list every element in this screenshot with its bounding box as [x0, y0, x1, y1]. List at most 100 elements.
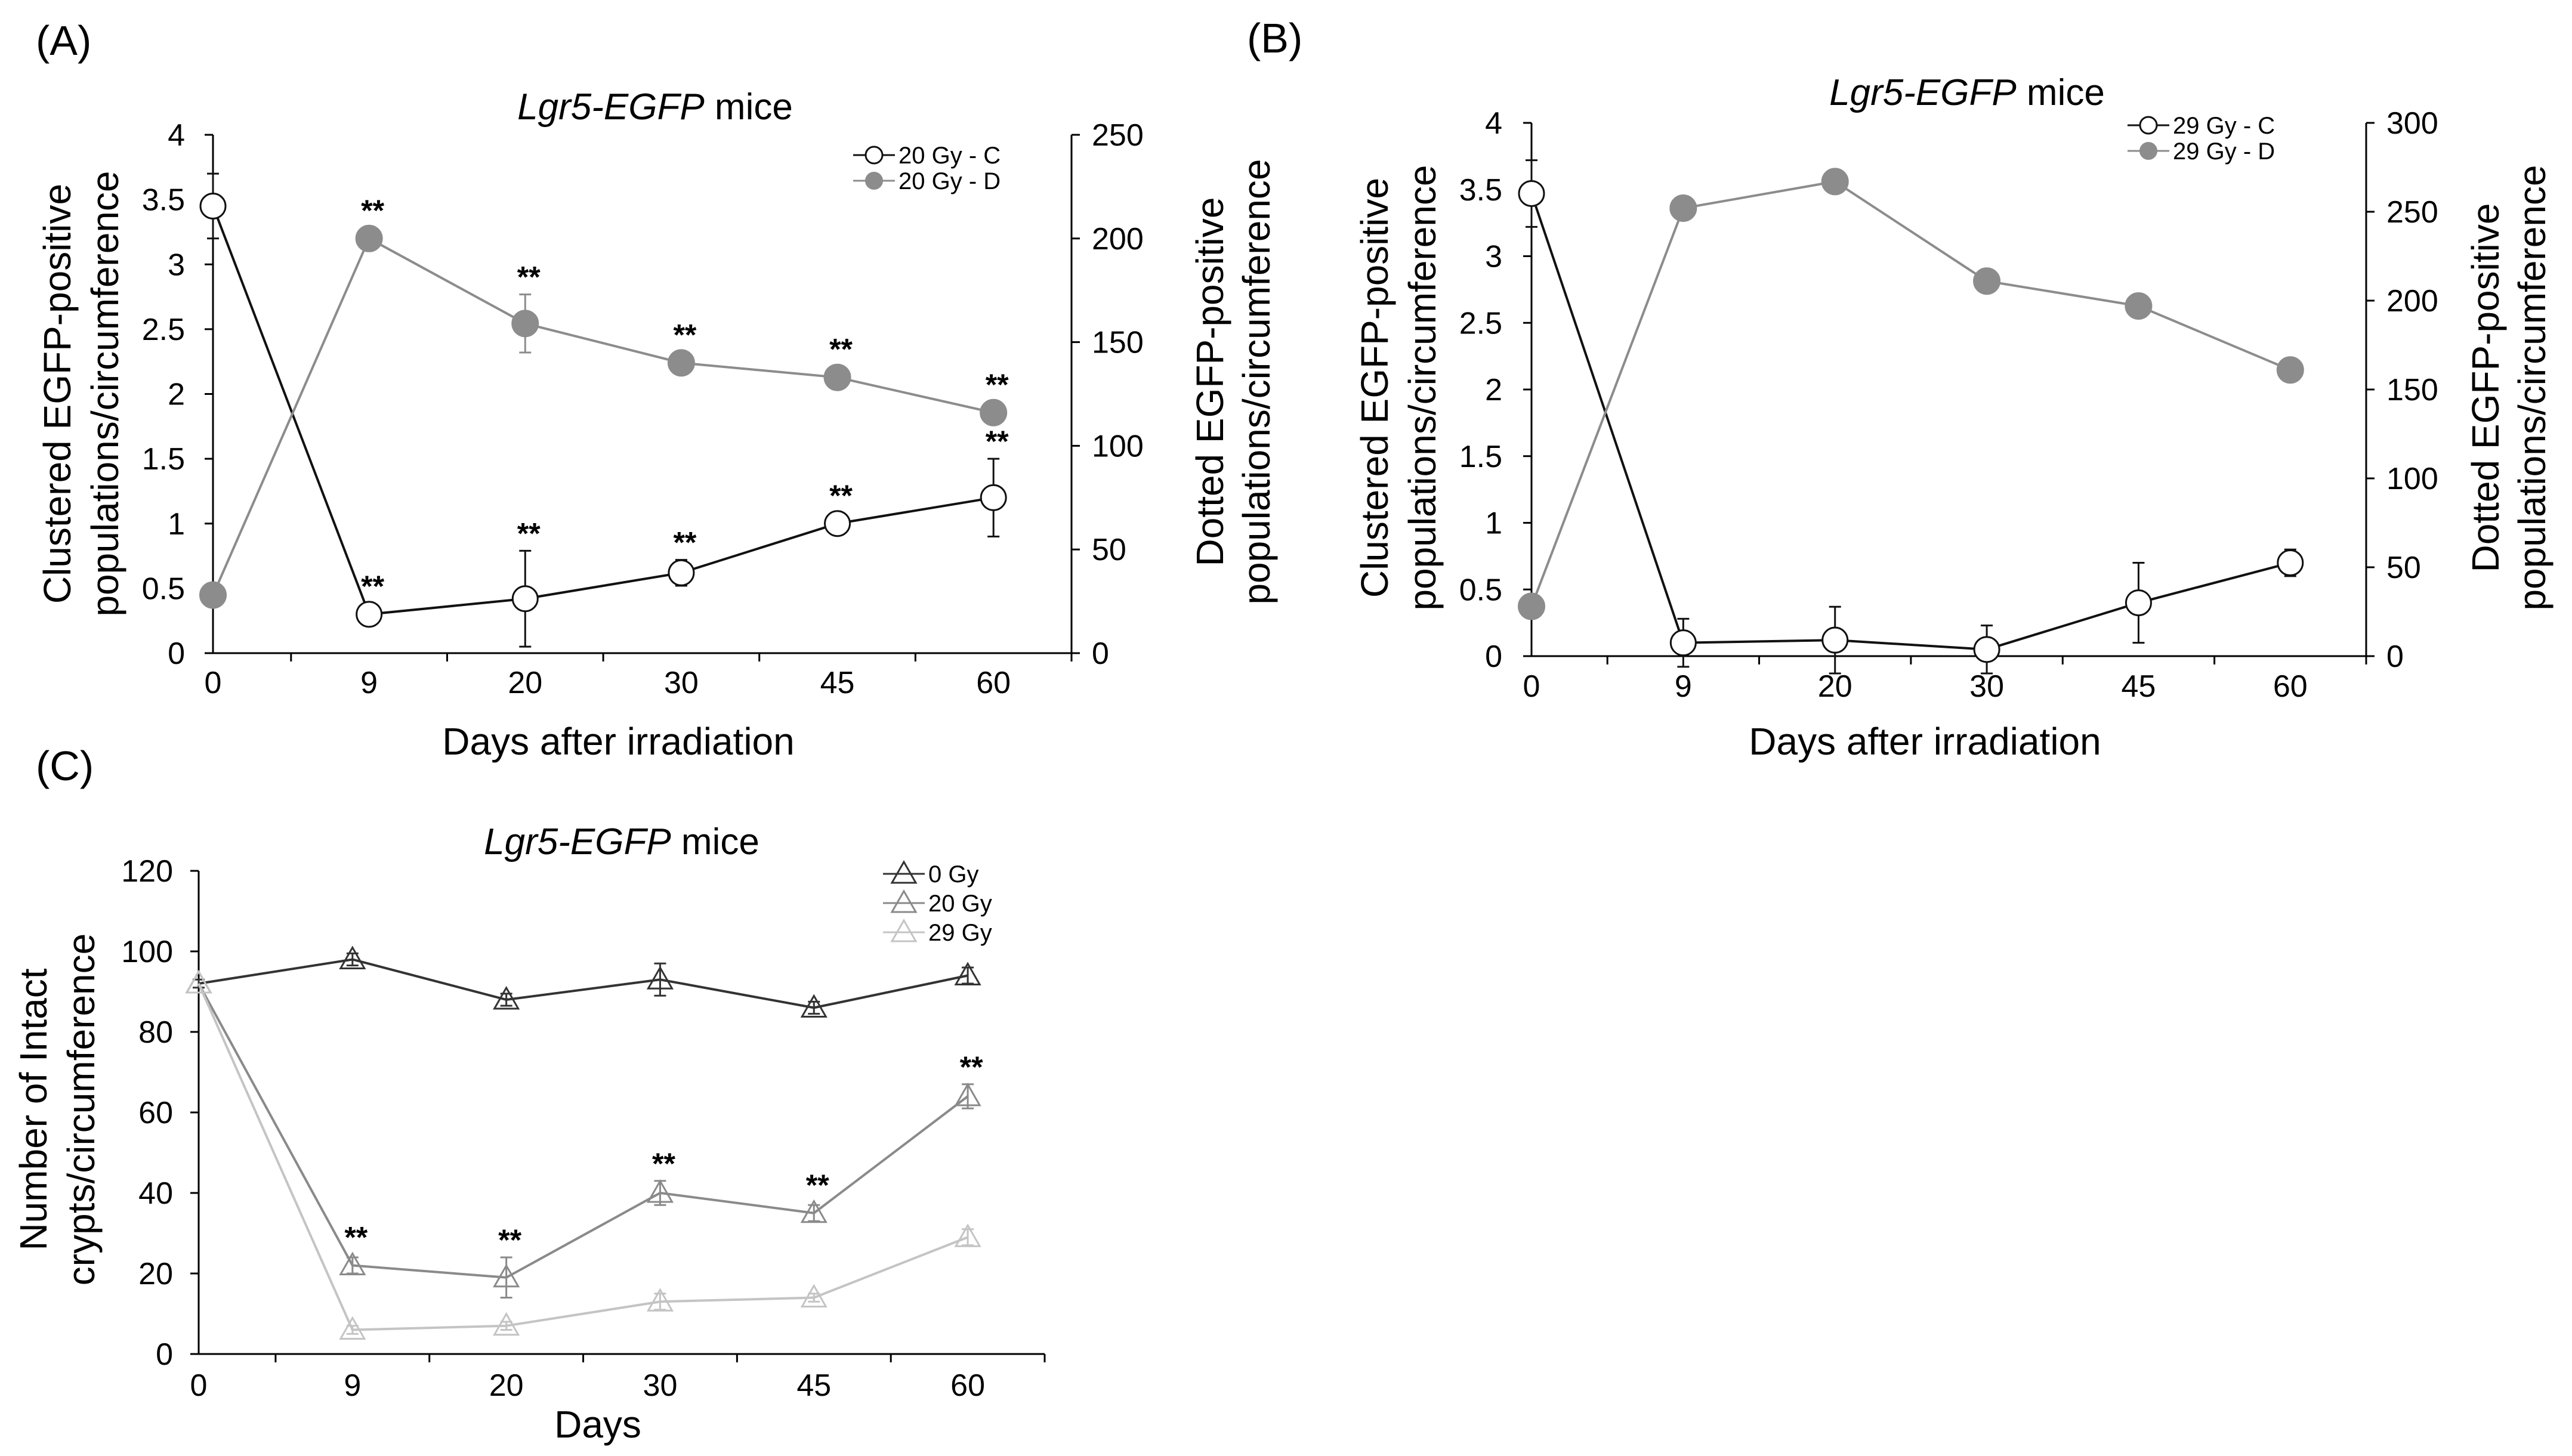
panel-a-significance-label: ** — [829, 333, 853, 366]
panel-b-ytick-left-label: 3.5 — [1459, 173, 1502, 208]
panel-b-legend-marker — [2139, 142, 2157, 160]
panel-a-significance-label: ** — [673, 318, 696, 351]
panel-a-y-axis-label-left: Clustered EGFP-positive — [36, 184, 79, 604]
panel-b-series-line — [1530, 180, 2291, 607]
panel-c-significance-label: ** — [806, 1168, 829, 1202]
panel-a-xtick-label: 60 — [976, 666, 1011, 700]
panel-c-data-point — [646, 966, 674, 990]
panel-b-data-point — [2277, 549, 2304, 577]
panel-a-data-point — [356, 601, 383, 628]
panel-b-data-point — [2276, 356, 2304, 384]
panel-c-data-point — [646, 1179, 674, 1203]
panel-b-xtick-label: 45 — [2122, 669, 2156, 704]
panel-b-xtick-label: 20 — [1818, 669, 1852, 704]
panel-c-series-line — [197, 983, 969, 1279]
panel-c: (C) Lgr5-EGFP mice 0 20 40 60 80 100 120 0 9 20 30 45… — [12, 743, 1046, 1446]
panel-c-series-1: ** ** ** ** ** — [185, 969, 983, 1299]
panel-b-series-0 — [1518, 159, 2304, 675]
panel-a-xtick-label: 20 — [508, 666, 542, 700]
panel-c-ytick-left-label: 60 — [138, 1096, 173, 1130]
panel-c-series-line — [197, 983, 968, 1331]
panel-a-ytick-left-label: 2.5 — [142, 313, 185, 347]
panel-c-y-axis-label-left: crypts/circumference — [60, 933, 103, 1285]
panel-b-legend-label: 29 Gy - D — [2173, 138, 2275, 165]
panel-a-x-axis-label: Days after irradiation — [442, 720, 794, 763]
panel-b-data-point — [1821, 168, 1849, 196]
panel-c-xtick-label: 0 — [190, 1368, 208, 1403]
panel-c-ytick-left-label: 0 — [156, 1337, 173, 1372]
panel-a-legend: 20 Gy - C20 Gy - D — [853, 143, 1001, 194]
panel-a-y-axis-label-left: populations/circumference — [84, 171, 126, 616]
panel-a-data-point — [667, 349, 695, 377]
panel-a-ytick-left-label: 3 — [168, 248, 185, 282]
panel-c-data-point — [339, 1316, 366, 1340]
panel-a-ytick-right-label: 50 — [1092, 533, 1126, 567]
panel-c-ytick-left-label: 120 — [121, 854, 173, 889]
panel-a-series-1: ** ** ** ** ** — [199, 194, 1009, 609]
panel-a-ytick-left-label: 0 — [168, 636, 185, 671]
panel-c-significance-label: ** — [498, 1223, 521, 1257]
panel-a-xtick-label: 0 — [205, 666, 222, 700]
panel-a-data-point — [199, 192, 227, 220]
panel-c-ytick-left-label: 20 — [138, 1257, 173, 1291]
panel-c-data-point — [493, 985, 520, 1010]
panel-a-series-0: ** ** ** ** ** — [199, 172, 1009, 648]
panel-b-y-axis-label-left: Clustered EGFP-positive — [1353, 178, 1396, 598]
panel-c-xtick-label: 45 — [796, 1368, 831, 1403]
panel-a-ytick-left-label: 4 — [168, 118, 185, 153]
panel-c-data-point — [339, 945, 366, 969]
panel-c-series-2 — [185, 969, 981, 1340]
panel-c-data-point — [800, 994, 828, 1018]
panel-c-data-point — [800, 1284, 828, 1307]
panel-b-ytick-right-label: 50 — [2386, 551, 2421, 585]
panel-c-legend: 0 Gy 20 Gy 29 Gy — [883, 860, 992, 946]
panel-c-legend-marker — [890, 860, 918, 884]
panel-c-data-point — [185, 969, 212, 994]
panel-b-ytick-left-label: 1 — [1485, 506, 1502, 541]
panel-b-data-point — [1518, 592, 1545, 620]
panel-b-legend-marker — [2139, 116, 2158, 135]
panel-c-significance-label: ** — [652, 1147, 675, 1180]
panel-c-legend-label: 0 Gy — [928, 861, 978, 888]
panel-c-significance-label: ** — [344, 1221, 368, 1254]
panel-a-data-point — [980, 398, 1008, 426]
panel-c-xtick-label: 60 — [950, 1368, 985, 1403]
panel-a: (A) Lgr5-EGFP mice 0 0.5 1 1.5 2 2.5 3 3.5 4 0 50 100… — [36, 17, 1278, 763]
panel-c-legend-marker — [890, 918, 918, 942]
panel-b-data-point — [1669, 194, 1697, 222]
panel-b-data-point — [1973, 267, 2001, 295]
panel-c-xtick-label: 9 — [344, 1368, 361, 1403]
panel-a-significance-label: ** — [517, 261, 541, 294]
panel-c-ytick-left-label: 100 — [121, 935, 173, 969]
panel-c-data-point — [954, 962, 981, 985]
panel-b-y-axis-label-right: Dotted EGFP-positive — [2464, 203, 2507, 573]
panel-b-data-point — [1518, 180, 1545, 207]
panel-c-legend-label: 29 Gy — [928, 920, 992, 946]
panel-b-ytick-left-label: 4 — [1485, 106, 1502, 141]
panel-a-data-point — [824, 510, 851, 537]
panel-a-y-axis-label-right: populations/circumference — [1235, 159, 1278, 604]
panel-b-ytick-right-label: 0 — [2386, 639, 2404, 674]
panel-c-ytick-left-label: 40 — [138, 1176, 173, 1211]
panel-c-ytick-left-label: 80 — [138, 1015, 173, 1050]
panel-a-ytick-left-label: 0.5 — [142, 571, 185, 606]
panel-b-ytick-left-label: 0.5 — [1459, 573, 1502, 607]
panel-c-data-point — [800, 1199, 828, 1223]
panel-c-data-point — [493, 1312, 520, 1336]
panel-b-data-point — [1821, 626, 1849, 654]
panel-b: (B) Lgr5-EGFP mice 0 0.5 1 1.5 2 2.5 3 3.5 4 0 50 100… — [1247, 15, 2554, 763]
panel-c-data-point — [646, 1288, 674, 1312]
panel-a-ytick-right-label: 250 — [1092, 118, 1144, 153]
panel-a-data-point — [511, 585, 539, 613]
panel-a-significance-label: ** — [986, 425, 1009, 458]
panel-b-ytick-left-label: 2 — [1485, 373, 1502, 407]
panel-b-ytick-right-label: 300 — [2386, 106, 2438, 141]
panel-b-label: (B) — [1247, 15, 1302, 61]
panel-b-ytick-right-label: 150 — [2386, 373, 2438, 407]
panel-b-ytick-left-label: 2.5 — [1459, 306, 1502, 341]
panel-c-legend-marker — [890, 889, 918, 913]
panel-a-legend-marker — [864, 146, 884, 165]
panel-b-ytick-right-label: 250 — [2386, 195, 2438, 230]
panel-b-ytick-right-label: 200 — [2386, 284, 2438, 319]
panel-b-legend-label: 29 Gy - C — [2173, 113, 2275, 139]
